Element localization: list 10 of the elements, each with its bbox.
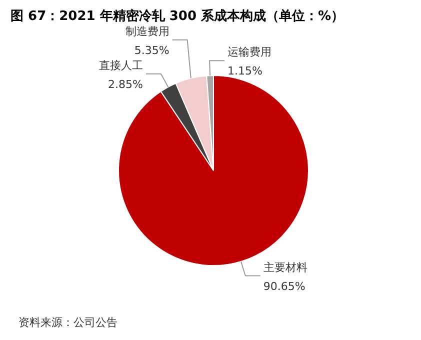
slice-label: 运输费用	[228, 46, 272, 59]
data-label: 2.85%	[108, 78, 143, 91]
chart-title: 图 67：2021 年精密冷轧 300 系成本构成（单位：%）	[10, 8, 344, 24]
data-label: 90.65%	[263, 280, 306, 293]
data-label: 1.15%	[228, 64, 262, 78]
data-label: 5.35%	[134, 44, 170, 57]
slice-label: 制造费用	[125, 24, 170, 38]
slice-label: 主要材料	[263, 260, 308, 274]
text: 资料来源：公司公告	[18, 316, 118, 329]
slice-label: 直接人工	[98, 58, 143, 72]
